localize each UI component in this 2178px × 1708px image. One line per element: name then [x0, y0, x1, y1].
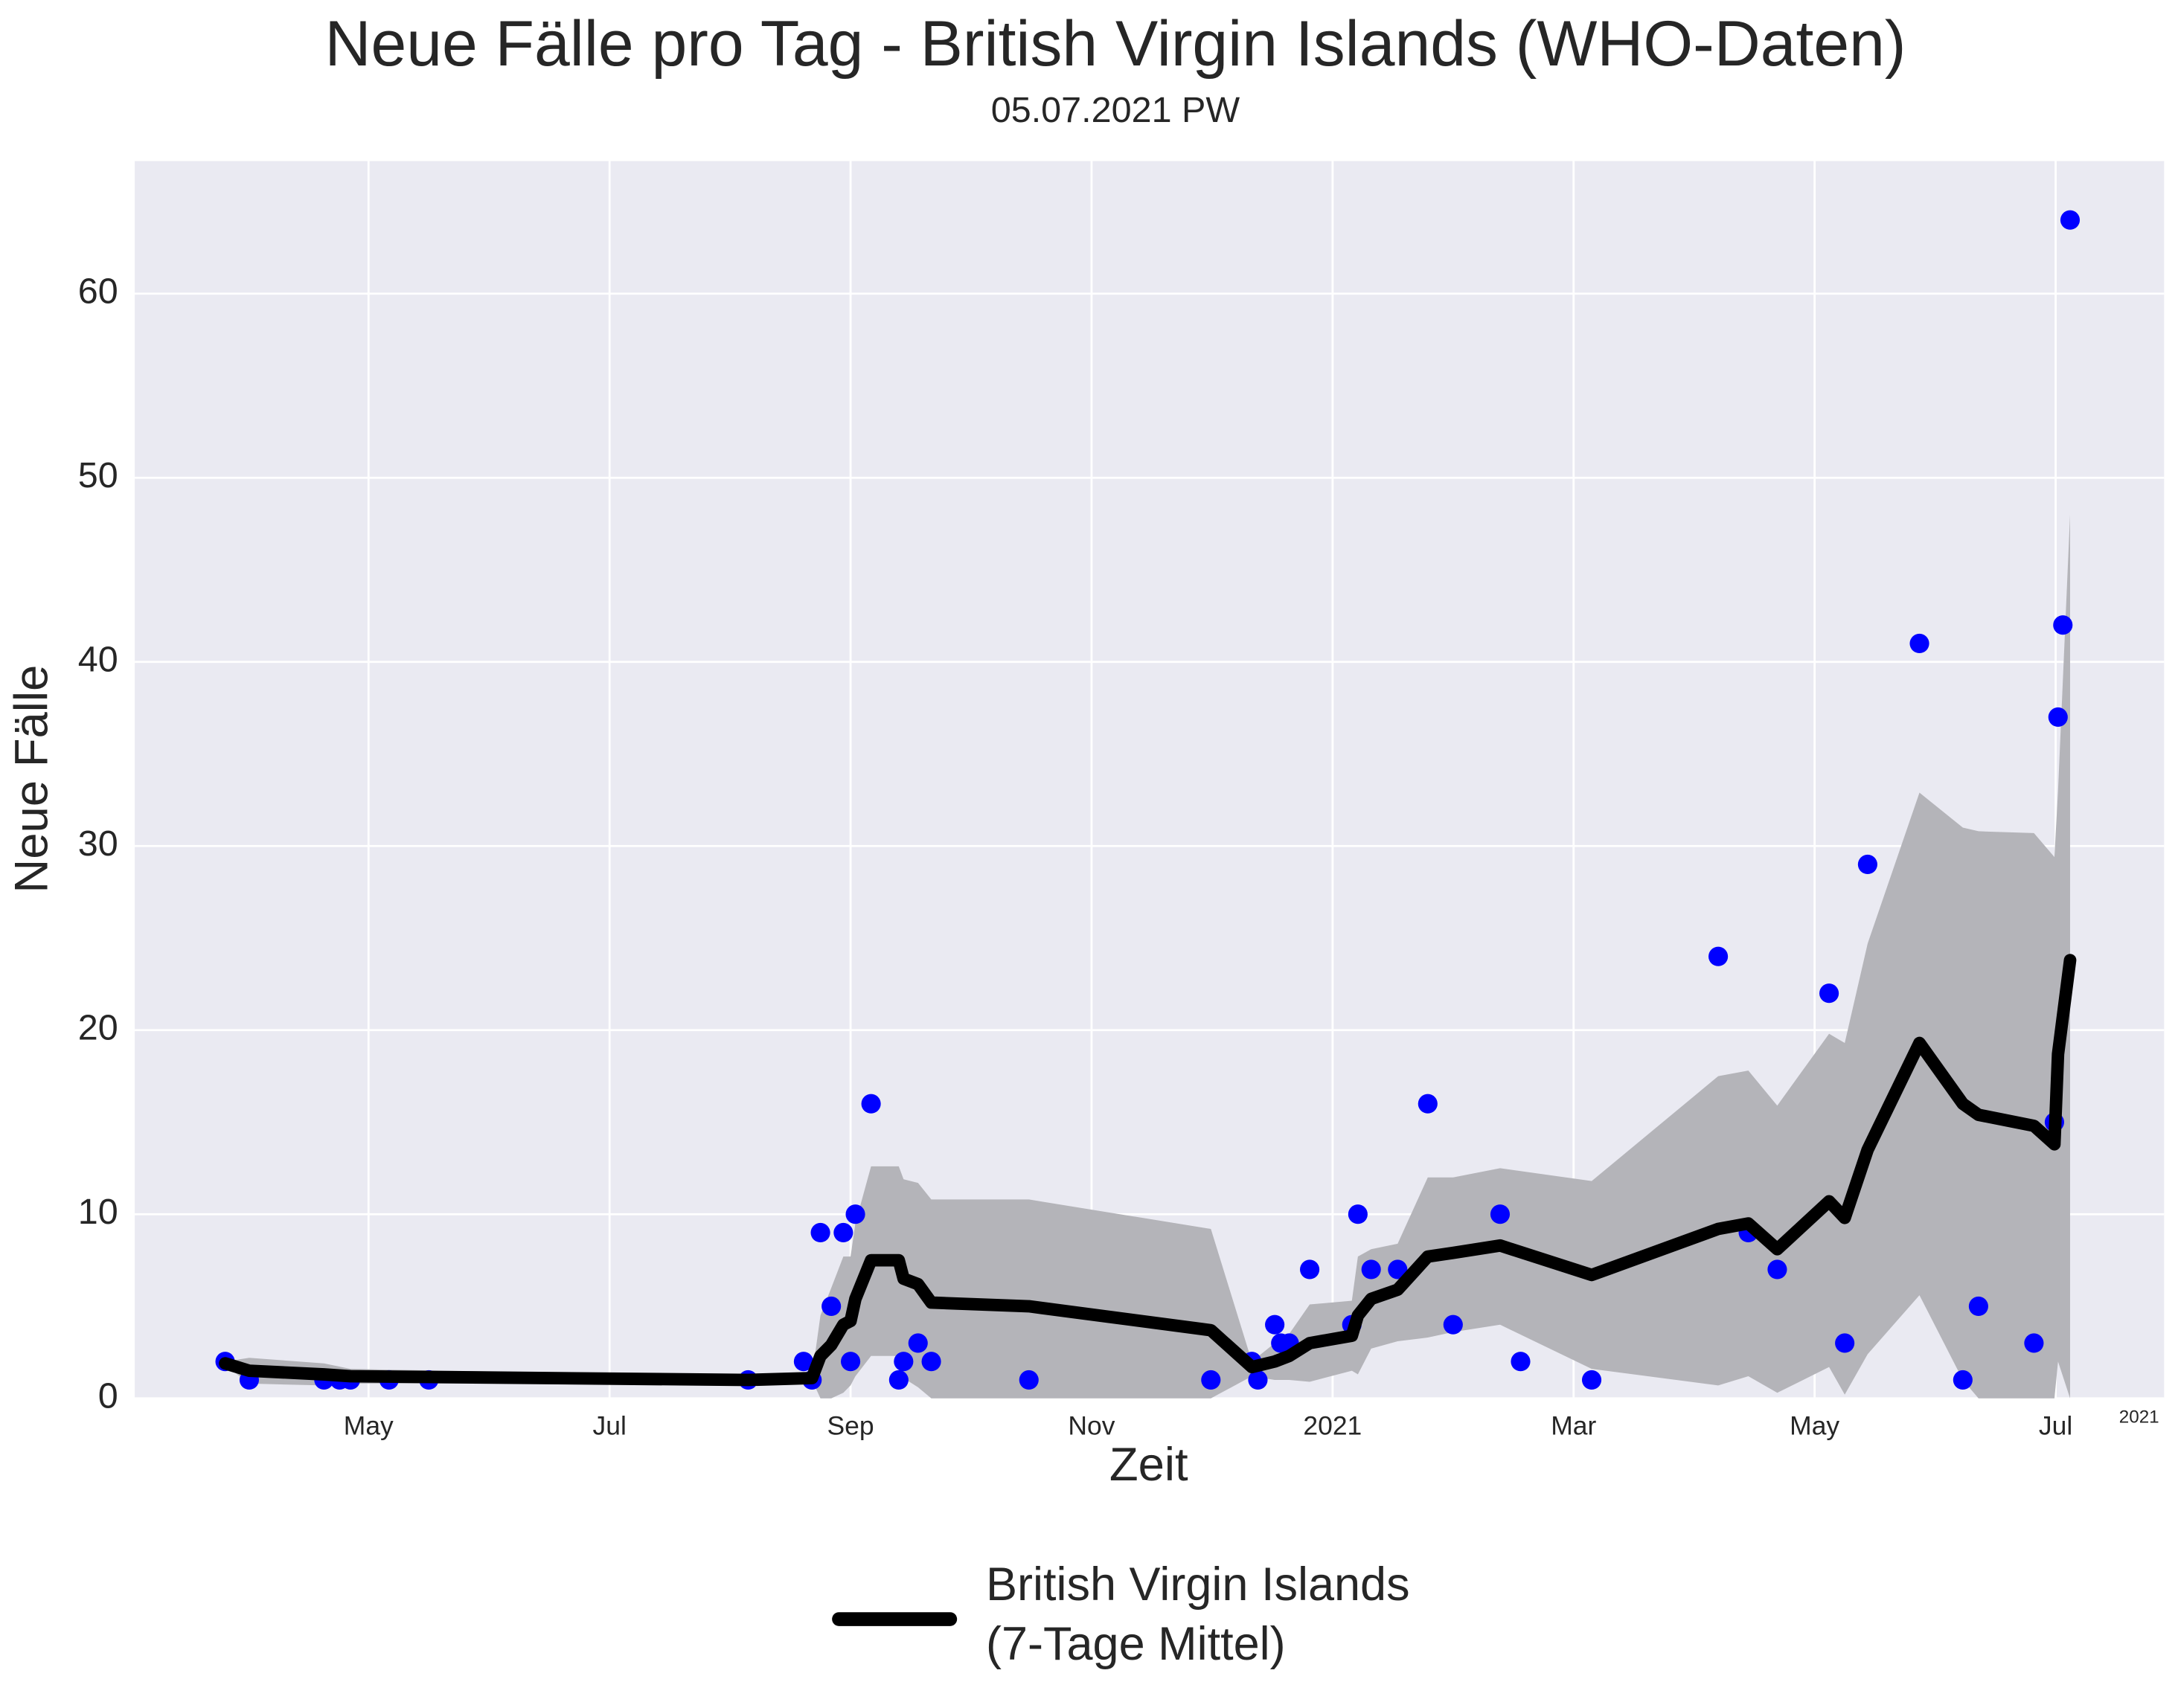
data-point	[921, 1352, 941, 1372]
data-point	[1388, 1259, 1408, 1280]
data-point	[1265, 1314, 1285, 1335]
legend-label: British Virgin Islands (7-Tage Mittel)	[986, 1558, 1410, 1670]
data-point	[841, 1352, 861, 1372]
data-point	[1201, 1370, 1221, 1390]
x-tick-label: May	[1790, 1410, 1839, 1440]
data-point	[2053, 615, 2073, 635]
data-point	[908, 1333, 928, 1353]
y-tick-label: 40	[78, 640, 118, 680]
data-point	[1909, 633, 1929, 654]
chart-title: Neue Fälle pro Tag - British Virgin Isla…	[324, 8, 1906, 80]
x-tick-label: Nov	[1068, 1410, 1115, 1440]
x-axis-label: Zeit	[1109, 1439, 1188, 1491]
data-point	[1708, 946, 1729, 966]
data-point	[1953, 1370, 1973, 1390]
mean-line	[219, 954, 2077, 1387]
y-tick-label: 30	[78, 824, 118, 864]
data-point	[1443, 1314, 1463, 1335]
x-tick-label: Sep	[827, 1410, 874, 1440]
data-point	[888, 1370, 909, 1390]
data-point	[1418, 1094, 1438, 1114]
data-point	[1968, 1296, 1988, 1317]
data-point	[793, 1352, 813, 1372]
data-point	[1767, 1259, 1787, 1280]
x-tick-label: Jul	[2039, 1410, 2072, 1440]
y-tick-label: 10	[78, 1192, 118, 1232]
data-point	[2060, 210, 2081, 230]
y-tick-label: 20	[78, 1008, 118, 1048]
data-point	[1361, 1259, 1381, 1280]
data-point	[1348, 1204, 1368, 1224]
data-point	[1490, 1204, 1511, 1224]
data-point	[1857, 854, 1877, 875]
data-point	[1819, 983, 1839, 1004]
y-tick-label: 0	[98, 1376, 118, 1416]
data-point	[2024, 1333, 2044, 1353]
data-point	[810, 1222, 830, 1243]
data-point	[861, 1094, 881, 1114]
data-point	[1835, 1333, 1855, 1353]
data-point	[894, 1352, 914, 1372]
x-tick-label: 2021	[1303, 1410, 1362, 1440]
data-point	[2048, 707, 2068, 728]
x-tick-label: May	[344, 1410, 394, 1440]
y-tick-label: 50	[78, 455, 118, 495]
data-point	[1511, 1352, 1531, 1372]
data-point	[1248, 1370, 1268, 1390]
y-axis-label: Neue Fälle	[5, 665, 57, 893]
y-tick-label: 60	[78, 272, 118, 312]
x-offset-label: 2021	[2119, 1407, 2159, 1427]
data-point	[845, 1204, 865, 1224]
chart-subtitle: 05.07.2021 PW	[991, 90, 1240, 130]
data-point	[833, 1222, 853, 1243]
x-tick-label: Mar	[1551, 1410, 1596, 1440]
data-point	[1300, 1259, 1320, 1280]
confidence-band	[225, 514, 2070, 1399]
data-point	[1019, 1370, 1039, 1390]
data-point	[821, 1296, 842, 1317]
data-point	[1581, 1370, 1602, 1390]
x-tick-label: Jul	[593, 1410, 627, 1440]
